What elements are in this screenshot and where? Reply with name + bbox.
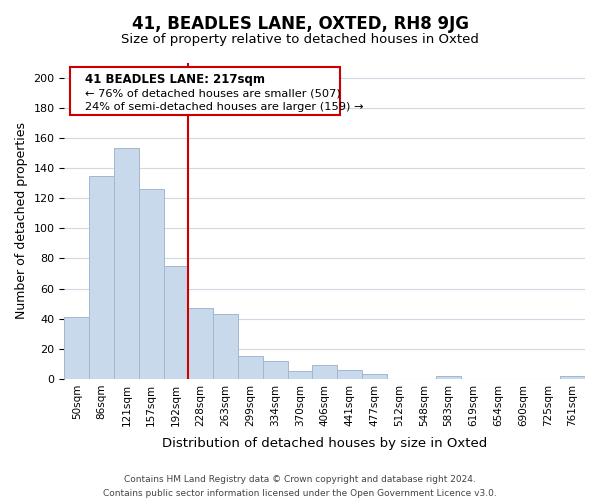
- Bar: [213, 314, 238, 379]
- Bar: [287, 372, 313, 379]
- Text: ← 76% of detached houses are smaller (507)
24% of semi-detached houses are large: ← 76% of detached houses are smaller (50…: [85, 88, 364, 112]
- Bar: [164, 266, 188, 379]
- Bar: [263, 361, 287, 379]
- Text: 41 BEADLES LANE: 217sqm: 41 BEADLES LANE: 217sqm: [85, 73, 265, 86]
- FancyBboxPatch shape: [70, 67, 340, 114]
- Text: 41, BEADLES LANE, OXTED, RH8 9JG: 41, BEADLES LANE, OXTED, RH8 9JG: [131, 15, 469, 33]
- Y-axis label: Number of detached properties: Number of detached properties: [15, 122, 28, 319]
- Bar: [560, 376, 585, 379]
- X-axis label: Distribution of detached houses by size in Oxted: Distribution of detached houses by size …: [162, 437, 487, 450]
- Bar: [188, 308, 213, 379]
- Bar: [139, 189, 164, 379]
- Bar: [436, 376, 461, 379]
- Text: Size of property relative to detached houses in Oxted: Size of property relative to detached ho…: [121, 32, 479, 46]
- Bar: [362, 374, 386, 379]
- Bar: [89, 176, 114, 379]
- Bar: [238, 356, 263, 379]
- Bar: [313, 366, 337, 379]
- Bar: [114, 148, 139, 379]
- Bar: [337, 370, 362, 379]
- Bar: [64, 317, 89, 379]
- Text: Contains HM Land Registry data © Crown copyright and database right 2024.
Contai: Contains HM Land Registry data © Crown c…: [103, 476, 497, 498]
